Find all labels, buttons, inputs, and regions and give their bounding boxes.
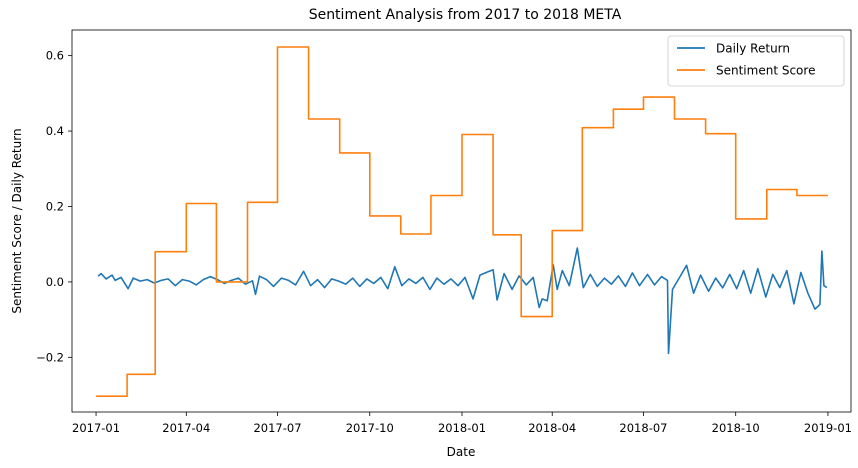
y-tick-label: 0.2	[46, 199, 64, 213]
chart-title: Sentiment Analysis from 2017 to 2018 MET…	[309, 7, 622, 23]
x-tick-label: 2017-01	[72, 421, 120, 435]
legend-frame	[667, 35, 845, 87]
x-tick-label: 2017-07	[253, 421, 301, 435]
plot-area	[71, 29, 852, 413]
x-tick-label: 2018-10	[712, 421, 760, 435]
x-tick-label: 2017-04	[162, 421, 210, 435]
y-tick-label: −0.2	[36, 350, 64, 364]
axis-ticks: 2017-01 2017-04 2017-07 2017-10 2018-01 2018-…	[36, 49, 852, 435]
x-tick-label: 2019-01	[804, 421, 852, 435]
y-tick-label: 0.4	[46, 124, 64, 138]
y-tick-label: 0.6	[46, 49, 64, 63]
y-axis-title: Sentiment Score / Daily Return	[10, 128, 24, 313]
plot-frame	[71, 29, 852, 413]
x-tick-label: 2018-01	[438, 421, 486, 435]
x-tick-label: 2017-10	[346, 421, 394, 435]
x-tick-label: 2018-07	[619, 421, 667, 435]
x-tick-label: 2018-04	[528, 421, 576, 435]
series-line-sentiment-score	[96, 46, 828, 398]
y-tick-label: 0.0	[46, 275, 64, 289]
series-line-daily-return	[97, 247, 828, 355]
legend: Daily Return Sentiment Score	[667, 35, 845, 87]
x-axis-title: Date	[447, 445, 476, 459]
legend-label-sentiment-score: Sentiment Score	[716, 64, 815, 78]
legend-label-daily-return: Daily Return	[716, 42, 790, 56]
